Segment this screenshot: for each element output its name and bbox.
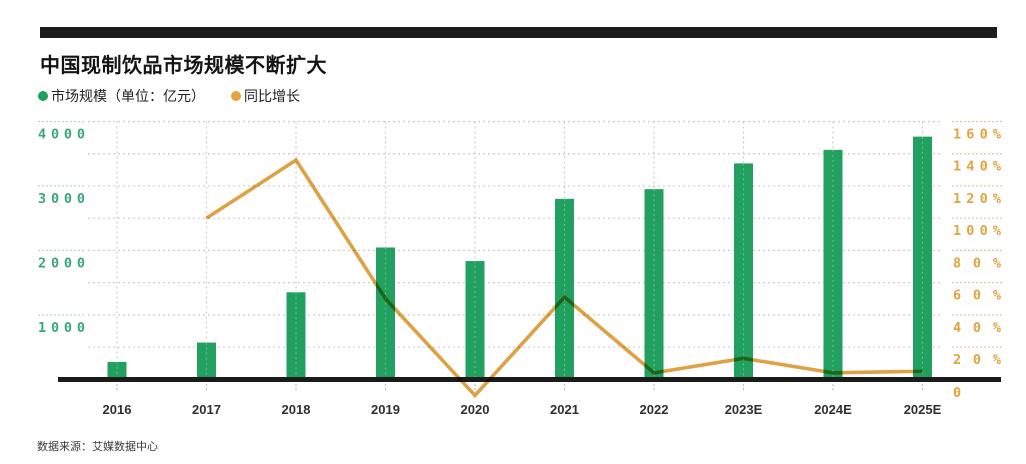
x-axis-label-2019: 2019: [371, 402, 400, 417]
right-axis-tick: 140%: [953, 159, 1002, 175]
legend-label-market-size: 市场规模（单位：亿元）: [51, 88, 205, 104]
x-axis-label-2020: 2020: [461, 402, 490, 417]
chart-legend: 市场规模（单位：亿元） 同比增长: [38, 86, 300, 106]
x-axis-label-2025E: 2025E: [904, 402, 942, 417]
x-axis-label-2018: 2018: [282, 402, 311, 417]
legend-item-yoy-growth: 同比增长: [231, 86, 300, 106]
bar-2016: [107, 361, 127, 380]
right-axis-tick: 20%: [953, 352, 1002, 368]
page-title: 中国现制饮品市场规模不断扩大: [40, 55, 327, 77]
bar-2017: [197, 342, 216, 380]
x-axis-label-2024E: 2024E: [814, 402, 852, 417]
right-axis-tick: 60%: [953, 288, 1002, 304]
legend-label-yoy-growth: 同比增长: [244, 88, 300, 104]
x-axis-label-2023E: 2023E: [725, 402, 763, 417]
yoy-growth-line: [205, 157, 923, 399]
legend-dot-icon: [231, 91, 241, 101]
left-axis-tick: 2000: [38, 255, 85, 271]
bar-2020: [465, 261, 485, 380]
right-axis-tick: 80%: [953, 255, 1002, 271]
legend-dot-icon: [38, 91, 48, 101]
x-axis-label-2022: 2022: [640, 402, 669, 417]
data-source-note: 数据来源：艾媒数据中心: [37, 441, 158, 453]
bar-2018: [286, 292, 306, 380]
x-axis-label-2021: 2021: [550, 402, 579, 417]
x-axis-label-2017: 2017: [192, 402, 221, 417]
legend-item-market-size: 市场规模（单位：亿元）: [38, 86, 205, 106]
bar-2025E: [913, 136, 932, 380]
right-axis-tick: 160%: [953, 127, 1002, 143]
x-axis-label-2016: 2016: [103, 402, 132, 417]
left-axis-tick: 1000: [38, 320, 85, 336]
bar-2023E: [734, 163, 753, 380]
right-axis-tick: 100%: [953, 223, 1002, 239]
right-axis-tick: 0: [953, 385, 961, 401]
bar-2019: [376, 247, 395, 380]
x-axis-line: [58, 377, 1001, 382]
right-axis-tick: 40%: [953, 320, 1002, 336]
left-axis-tick: 3000: [38, 191, 85, 207]
header-accent-bar: [40, 27, 997, 38]
bar-2024E: [823, 149, 843, 380]
bar-2021: [555, 198, 574, 380]
bar-2022: [644, 189, 664, 380]
right-axis-tick: 120%: [953, 191, 1002, 207]
left-axis-tick: 4000: [38, 127, 85, 143]
